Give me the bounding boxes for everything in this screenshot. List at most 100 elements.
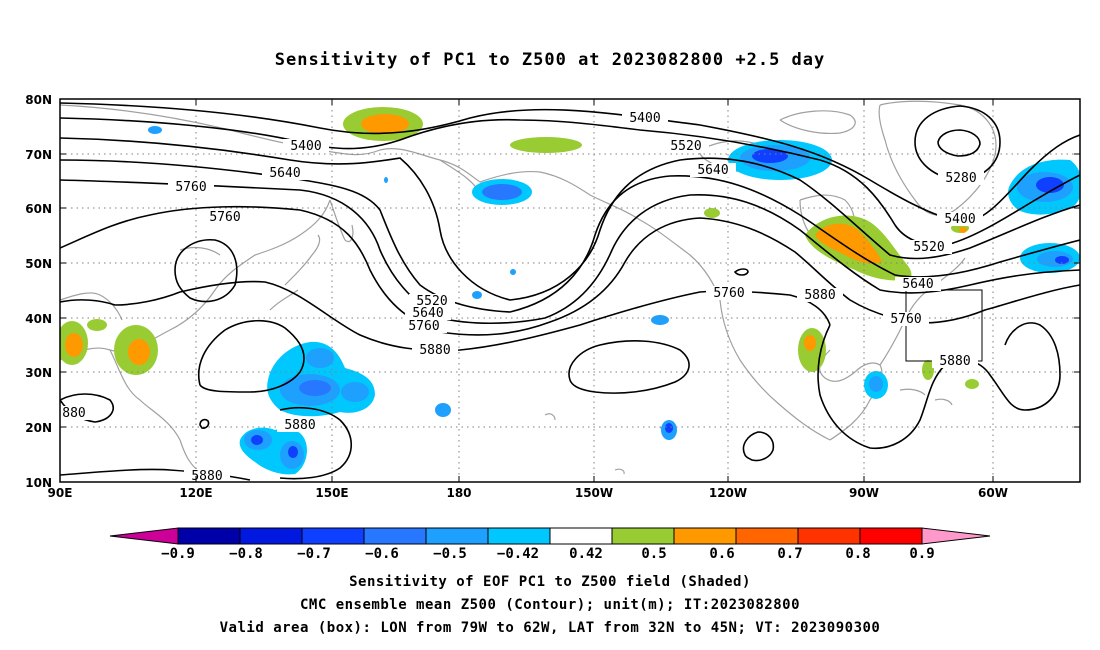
colorbar-cells: [177, 527, 923, 545]
colorbar-cell: [549, 527, 613, 545]
axis-ticks: [60, 98, 1080, 483]
lat-label: 60N: [25, 202, 52, 216]
contour-label: 5400: [283, 139, 329, 154]
colorbar-cell: [487, 527, 551, 545]
lat-label: 40N: [25, 312, 52, 326]
svg-text:5880: 5880: [419, 343, 450, 358]
contour-5880-s-asia: [279, 406, 353, 480]
lon-label: 180: [446, 486, 471, 500]
svg-text:5880: 5880: [191, 469, 222, 484]
colorbar-cell: [301, 527, 365, 545]
colorbar-cell: [735, 527, 799, 545]
contour-5880-small-2: [199, 418, 210, 429]
lat-label: 10N: [25, 476, 52, 490]
contour-label: 5760: [706, 286, 752, 301]
colorbar-label: 0.6: [709, 546, 734, 562]
svg-text:5880: 5880: [939, 354, 970, 369]
colorbar-label: 0.42: [569, 546, 603, 562]
contour-label: 5640: [405, 306, 451, 321]
longitude-labels: 90E 120E 150E 180 150W 120W 90W 60W: [48, 486, 1008, 500]
colorbar-cell: [797, 527, 861, 545]
colorbar-cell: [363, 527, 427, 545]
contour-label: 5280: [938, 171, 984, 186]
lon-label: 90W: [849, 486, 879, 500]
svg-text:5640: 5640: [269, 166, 300, 181]
colorbar-label: 0.7: [777, 546, 802, 562]
lat-label: 50N: [25, 257, 52, 271]
contour-ring-3: [60, 137, 1080, 301]
contour-5280-inner: [937, 129, 981, 157]
lon-label: 120W: [709, 486, 747, 500]
latitude-labels: 80N 70N 60N 50N 40N 30N 20N 10N: [25, 93, 52, 490]
contour-label: 5640: [690, 163, 736, 178]
colorbar-cell: [859, 527, 923, 545]
colorbar-cell: [239, 527, 303, 545]
colorbar-label: −0.8: [229, 546, 263, 562]
contour-label: 5760: [883, 312, 929, 327]
contour-label: 880: [60, 406, 90, 421]
svg-text:5760: 5760: [408, 319, 439, 334]
contour-label: 5520: [906, 240, 952, 255]
colorbar-label: 0.8: [845, 546, 870, 562]
lat-label: 80N: [25, 93, 52, 107]
contour-5280: [914, 105, 1001, 181]
contour-labels: 5400 5400 5640 5760 5760 5520 5640 5760 …: [60, 111, 984, 484]
contour-label: 5640: [895, 277, 941, 292]
contour-label: 5880: [932, 354, 978, 369]
contour-label: 5520: [663, 139, 709, 154]
svg-text:5280: 5280: [945, 171, 976, 186]
svg-text:5760: 5760: [890, 312, 921, 327]
map-frame: [59, 98, 1081, 483]
contour-5880-small-1: [742, 431, 775, 462]
contour-label: 5760: [401, 319, 447, 334]
colorbar-label: −0.42: [497, 546, 539, 562]
svg-text:880: 880: [62, 406, 85, 421]
contour-ring-5: [60, 179, 1080, 325]
svg-text:5640: 5640: [412, 306, 443, 321]
contour-ring-4: [60, 159, 1080, 313]
contour-label: 5760: [168, 180, 214, 195]
colorbar-label: −0.5: [433, 546, 467, 562]
svg-text:5520: 5520: [670, 139, 701, 154]
colorbar-cell: [673, 527, 737, 545]
svg-text:5520: 5520: [913, 240, 944, 255]
lat-label: 70N: [25, 148, 52, 162]
svg-text:5760: 5760: [209, 210, 240, 225]
caption-valid-area: Valid area (box): LON from 79W to 62W, L…: [219, 620, 881, 636]
colorbar-under-triangle: [109, 527, 179, 545]
lon-label: 150W: [575, 486, 613, 500]
svg-text:5400: 5400: [290, 139, 321, 154]
svg-text:5520: 5520: [416, 294, 447, 309]
svg-text:5400: 5400: [629, 111, 660, 126]
contour-label: 5880: [277, 418, 323, 433]
graticule: [60, 99, 1080, 482]
colorbar-cell: [425, 527, 489, 545]
plot-title: Sensitivity of PC1 to Z500 at 2023082800…: [274, 50, 826, 70]
contour-label: 5640: [262, 166, 308, 181]
lon-label: 120E: [179, 486, 212, 500]
contour-label: 5400: [937, 212, 983, 227]
colorbar-label: −0.7: [297, 546, 331, 562]
colorbar-labels: −0.9 −0.8 −0.7 −0.6 −0.5 −0.42 0.42 0.5 …: [161, 546, 935, 562]
contour-label: 5880: [797, 288, 843, 303]
contour-label: 5400: [622, 111, 668, 126]
colorbar: −0.9 −0.8 −0.7 −0.6 −0.5 −0.42 0.42 0.5 …: [109, 527, 991, 562]
contour-5760-asia: [174, 239, 238, 303]
colorbar-label: 0.9: [909, 546, 934, 562]
colorbar-label: −0.9: [161, 546, 195, 562]
colorbar-over-triangle: [921, 527, 991, 545]
contour-5880-gulf: [568, 340, 690, 394]
svg-text:5400: 5400: [944, 212, 975, 227]
lat-label: 30N: [25, 366, 52, 380]
contour-ring-1: [60, 102, 1080, 223]
colorbar-cell: [177, 527, 241, 545]
lon-label: 60W: [978, 486, 1008, 500]
lon-label: 90E: [48, 486, 73, 500]
colorbar-cell: [611, 527, 675, 545]
svg-text:5880: 5880: [804, 288, 835, 303]
caption-contour: CMC ensemble mean Z500 (Contour); unit(m…: [299, 597, 800, 613]
caption-shading: Sensitivity of EOF PC1 to Z500 field (Sh…: [349, 574, 751, 590]
lat-label: 20N: [25, 421, 52, 435]
colorbar-label: 0.5: [641, 546, 666, 562]
